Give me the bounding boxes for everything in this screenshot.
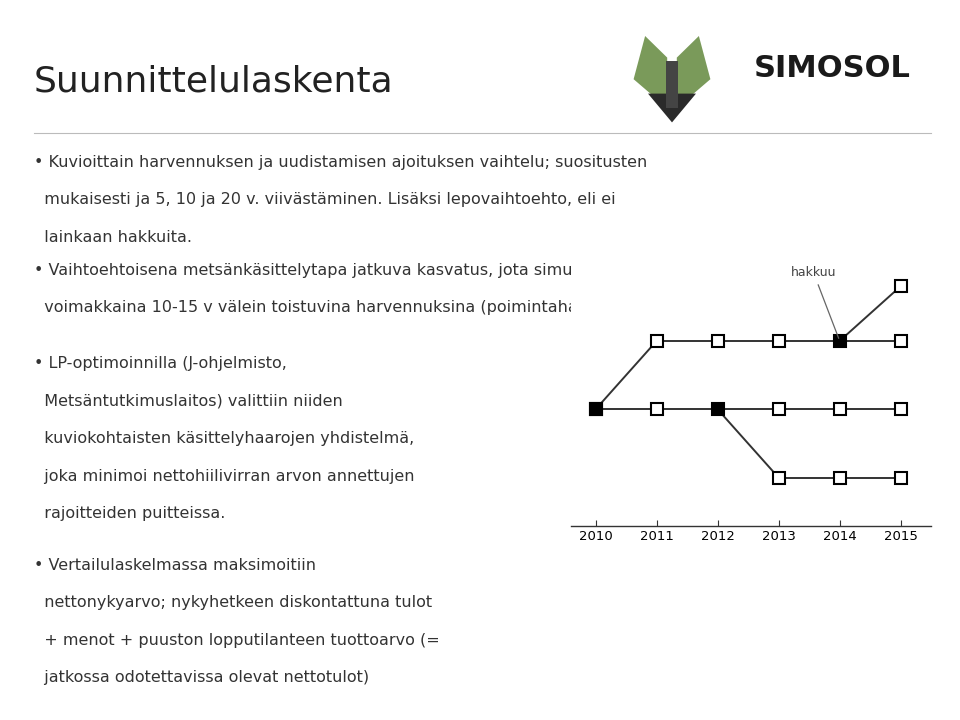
Text: + menot + puuston lopputilanteen tuottoarvo (=: + menot + puuston lopputilanteen tuottoa… — [34, 633, 440, 648]
Text: Suunnittelulaskenta: Suunnittelulaskenta — [34, 65, 394, 99]
Text: joka minimoi nettohiilivirran arvon annettujen: joka minimoi nettohiilivirran arvon anne… — [34, 469, 414, 484]
Polygon shape — [648, 94, 696, 122]
Text: rajoitteiden puitteissa.: rajoitteiden puitteissa. — [34, 506, 225, 521]
Text: Metsäntutkimuslaitos) valittiin niiden: Metsäntutkimuslaitos) valittiin niiden — [34, 394, 343, 409]
Text: • Vertailulaskelmassa maksimoitiin: • Vertailulaskelmassa maksimoitiin — [34, 558, 316, 573]
Polygon shape — [677, 36, 710, 108]
Text: • Vaihtoehtoisena metsänkäsittelytapa jatkuva kasvatus, jota simuloitiin: • Vaihtoehtoisena metsänkäsittelytapa ja… — [34, 263, 616, 278]
Text: kuviokohtaisten käsittelyhaarojen yhdistelmä,: kuviokohtaisten käsittelyhaarojen yhdist… — [34, 431, 414, 446]
Text: • Kuvioittain harvennuksen ja uudistamisen ajoituksen vaihtelu; suositusten: • Kuvioittain harvennuksen ja uudistamis… — [34, 155, 647, 170]
Text: • LP-optimoinnilla (J-ohjelmisto,: • LP-optimoinnilla (J-ohjelmisto, — [34, 356, 286, 372]
Text: mukaisesti ja 5, 10 ja 20 v. viivästäminen. Lisäksi lepovaihtoehto, eli ei: mukaisesti ja 5, 10 ja 20 v. viivästämin… — [34, 192, 615, 207]
Text: SIMOSOL: SIMOSOL — [754, 54, 910, 83]
Polygon shape — [634, 36, 667, 108]
Text: hakkuu: hakkuu — [791, 266, 839, 338]
Text: jatkossa odotettavissa olevat nettotulot): jatkossa odotettavissa olevat nettotulot… — [34, 670, 369, 685]
Text: lainkaan hakkuita.: lainkaan hakkuita. — [34, 230, 192, 245]
Text: voimakkaina 10-15 v välein toistuvina harvennuksina (poimintahakkuut): voimakkaina 10-15 v välein toistuvina ha… — [34, 300, 629, 315]
Polygon shape — [666, 61, 678, 108]
Text: nettonykyarvo; nykyhetkeen diskontattuna tulot: nettonykyarvo; nykyhetkeen diskontattuna… — [34, 595, 432, 611]
